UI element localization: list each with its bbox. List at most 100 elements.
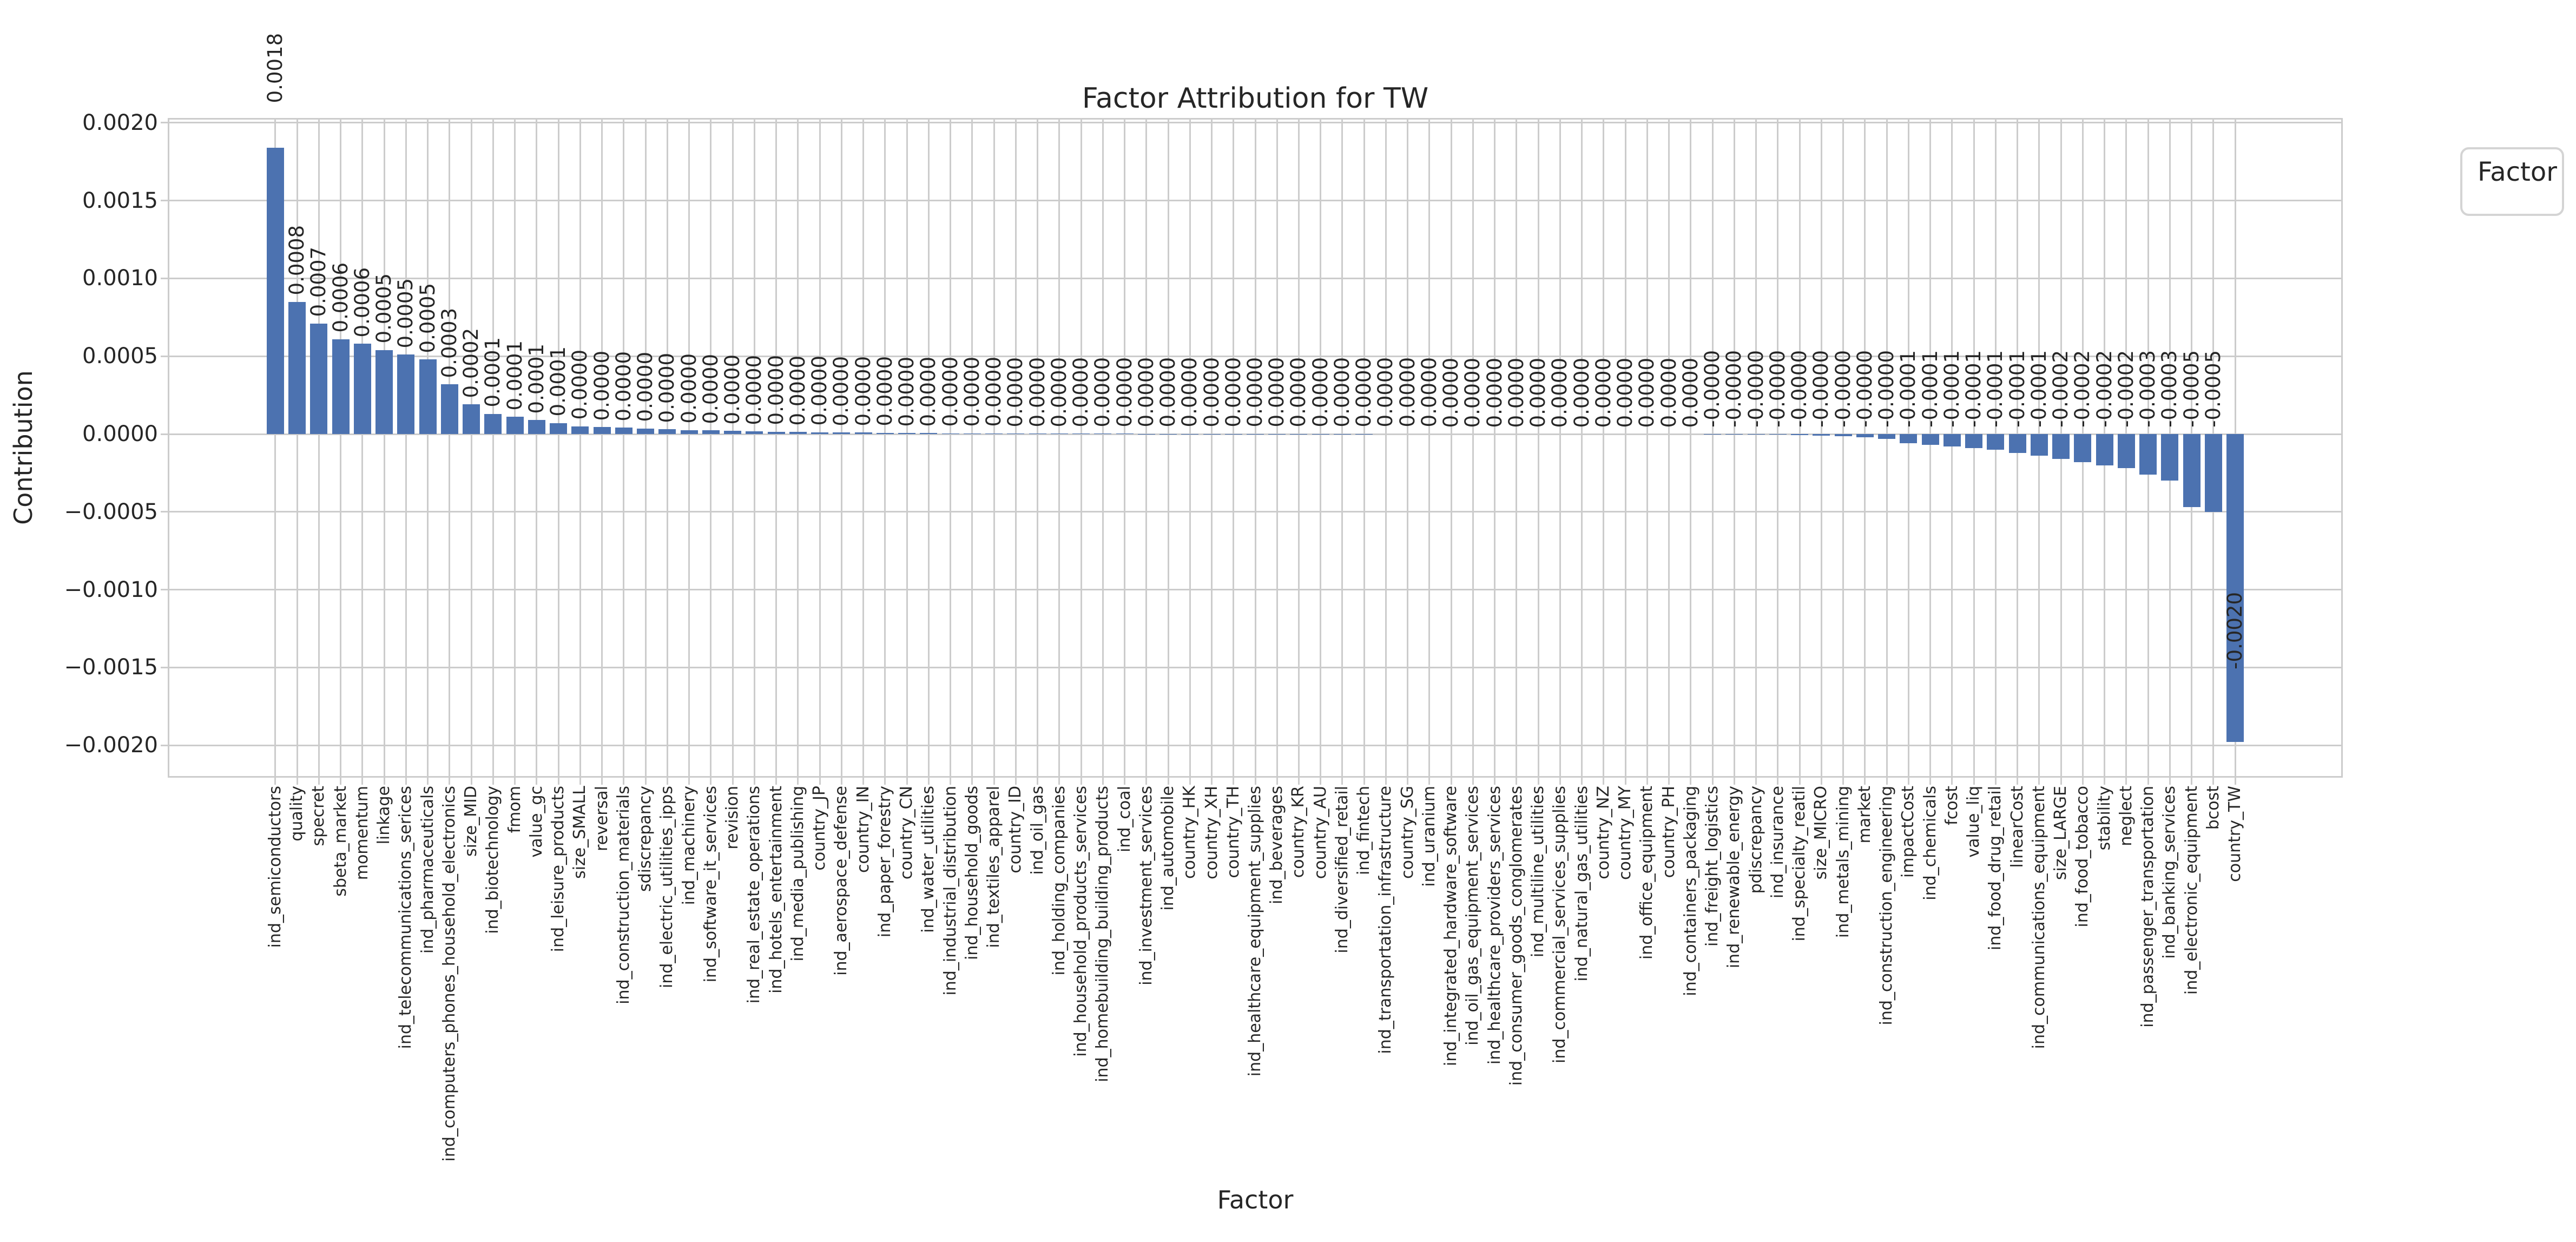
bar xyxy=(985,433,1003,434)
v-gridline xyxy=(1385,118,1387,778)
x-tick-mark xyxy=(666,778,668,785)
x-tick-label: ind_real_estate_operations xyxy=(745,786,764,1004)
bar xyxy=(724,431,742,434)
x-tick-mark xyxy=(1363,778,1365,785)
v-gridline xyxy=(840,118,842,778)
bar xyxy=(1987,434,2005,450)
value-label: 0.0006 xyxy=(328,262,352,333)
value-label: 0.0000 xyxy=(1678,357,1702,428)
value-label: 0.0000 xyxy=(1613,357,1637,428)
value-label: 0.0001 xyxy=(503,340,526,411)
v-gridline xyxy=(318,118,320,778)
v-gridline xyxy=(1864,118,1866,778)
x-tick-mark xyxy=(1450,778,1452,785)
x-tick-mark xyxy=(1058,778,1060,785)
x-tick-label: size_LARGE xyxy=(2051,786,2071,880)
v-gridline xyxy=(579,118,581,778)
x-tick-mark xyxy=(2212,778,2215,785)
v-gridline xyxy=(1907,118,1909,778)
bar xyxy=(920,433,938,434)
v-gridline xyxy=(1929,118,1932,778)
x-tick-mark xyxy=(1559,778,1561,785)
value-label: 0.0000 xyxy=(1526,357,1550,428)
x-tick-label: fcost xyxy=(1942,786,1961,825)
v-gridline xyxy=(1233,118,1235,778)
v-gridline xyxy=(710,118,712,778)
v-gridline xyxy=(1690,118,1692,778)
bar xyxy=(767,431,785,434)
value-label: 0.0000 xyxy=(1047,357,1071,428)
v-gridline xyxy=(623,118,625,778)
value-label: 0.0000 xyxy=(786,355,809,426)
x-tick-mark xyxy=(470,778,472,785)
value-label: 0.0000 xyxy=(1025,357,1049,428)
x-tick-mark xyxy=(2191,778,2193,785)
value-label: -0.0001 xyxy=(1940,350,1964,428)
bar xyxy=(1965,434,1983,448)
x-tick-label: linearCost xyxy=(2007,786,2027,868)
value-label: 0.0000 xyxy=(1265,357,1289,428)
v-gridline xyxy=(536,118,538,778)
v-gridline xyxy=(1516,118,1518,778)
x-tick-label: ind_consumer_goods_conglomerates xyxy=(1506,786,1526,1086)
v-gridline xyxy=(1777,118,1779,778)
x-tick-mark xyxy=(1233,778,1235,785)
x-tick-mark xyxy=(1646,778,1648,785)
x-tick-mark xyxy=(1733,778,1735,785)
v-gridline xyxy=(557,118,559,778)
v-gridline xyxy=(1320,118,1322,778)
v-gridline xyxy=(1102,118,1104,778)
value-label: 0.0000 xyxy=(1439,357,1463,428)
x-tick-label: ind_hotels_entertainment xyxy=(766,786,786,994)
v-gridline xyxy=(405,118,407,778)
x-tick-label: ind_industrial_distribution xyxy=(940,786,960,996)
x-tick-label: ind_machinery xyxy=(679,786,699,905)
value-label: 0.0000 xyxy=(742,354,766,425)
value-label: 0.0000 xyxy=(938,357,962,427)
bar xyxy=(1856,434,1874,437)
x-tick-label: ind_uranium xyxy=(1419,786,1439,887)
value-label: 0.0000 xyxy=(1200,357,1223,428)
y-tick-mark xyxy=(161,666,168,668)
x-tick-mark xyxy=(1820,778,1822,785)
x-tick-label: ind_commercial_services_supplies xyxy=(1550,786,1570,1063)
x-tick-mark xyxy=(1516,778,1518,785)
x-tick-label: country_NZ xyxy=(1593,786,1613,879)
x-tick-mark xyxy=(1603,778,1605,785)
v-gridline xyxy=(274,118,276,778)
x-tick-label: ind_paper_forestry xyxy=(875,786,894,938)
v-gridline xyxy=(1755,118,1757,778)
x-tick-mark xyxy=(732,778,734,785)
value-label: 0.0000 xyxy=(1417,357,1441,428)
v-gridline xyxy=(927,118,930,778)
x-tick-label: ind_telecommunications_serices xyxy=(396,786,416,1049)
value-label: 0.0000 xyxy=(1221,357,1245,428)
value-label: -0.0000 xyxy=(1875,350,1899,428)
v-gridline xyxy=(1124,118,1125,778)
value-label: 0.0000 xyxy=(1091,357,1115,428)
y-tick-label: −0.0020 xyxy=(64,733,158,758)
v-gridline xyxy=(340,118,342,778)
x-tick-mark xyxy=(971,778,973,785)
x-tick-label: country_SG xyxy=(1398,786,1417,879)
v-gridline xyxy=(1407,118,1409,778)
x-tick-mark xyxy=(318,778,320,785)
value-label: 0.0000 xyxy=(1548,357,1572,428)
x-tick-mark xyxy=(1407,778,1409,785)
x-tick-label: ind_aerospace_defense xyxy=(832,786,851,976)
bar xyxy=(2161,434,2179,481)
x-tick-label: ind_integrated_hardware_software xyxy=(1441,786,1461,1067)
x-tick-mark xyxy=(1886,778,1888,785)
x-tick-mark xyxy=(1798,778,1801,785)
bar xyxy=(898,432,916,434)
value-label: 0.0002 xyxy=(459,327,483,398)
x-tick-mark xyxy=(1211,778,1213,785)
y-tick-mark xyxy=(161,122,168,124)
x-tick-mark xyxy=(1385,778,1387,785)
x-tick-label: reversal xyxy=(592,786,611,852)
bar xyxy=(658,429,676,434)
x-tick-mark xyxy=(1777,778,1779,785)
x-tick-mark xyxy=(1537,778,1539,785)
bar xyxy=(2008,434,2026,453)
value-label: -0.0001 xyxy=(1962,350,1986,428)
